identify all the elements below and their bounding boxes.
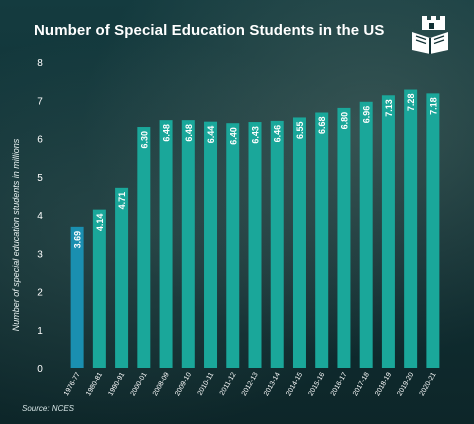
bar	[248, 122, 262, 369]
x-tick-label: 2018-19	[374, 371, 393, 397]
data-label: 6.30	[139, 131, 149, 149]
y-tick-label: 2	[37, 288, 43, 299]
chart-title: Number of Special Education Students in …	[34, 22, 385, 39]
y-tick-label: 0	[37, 364, 43, 375]
x-tick-label: 2011-12	[219, 371, 238, 396]
bar	[92, 209, 106, 368]
x-tick-label: 2017-18	[352, 371, 371, 397]
x-tick-label: 2009-10	[174, 371, 193, 397]
book-castle-logo-icon	[412, 16, 448, 54]
y-tick-label: 7	[37, 96, 43, 107]
data-label: 4.71	[117, 192, 127, 210]
data-label: 7.18	[428, 97, 438, 115]
data-label: 6.80	[339, 112, 349, 130]
data-label: 3.69	[73, 231, 83, 249]
y-tick-label: 8	[37, 58, 43, 69]
bar	[404, 89, 418, 368]
bar	[115, 187, 129, 368]
data-label: 6.68	[317, 116, 327, 134]
bar	[226, 123, 240, 368]
bar	[426, 93, 440, 369]
source-note: Source: NCES	[22, 404, 75, 413]
x-tick-label: 2008-09	[152, 371, 171, 397]
bar	[204, 121, 218, 368]
data-label: 7.13	[384, 99, 394, 117]
x-tick-label: 2014-15	[285, 371, 304, 397]
x-tick-label: 2016-17	[330, 371, 349, 397]
data-label: 6.48	[162, 124, 172, 142]
x-tick-label: 2019-20	[396, 371, 415, 397]
bar	[70, 226, 84, 368]
data-label: 4.14	[95, 214, 105, 232]
data-label: 6.96	[362, 106, 372, 124]
y-tick-label: 5	[37, 173, 43, 184]
x-tick-label: 1976-77	[63, 371, 82, 397]
data-label: 6.44	[206, 126, 216, 144]
bar	[337, 107, 351, 369]
bar	[270, 120, 284, 368]
bar	[381, 95, 395, 368]
x-tick-label: 2015-16	[308, 371, 327, 397]
bar	[315, 112, 329, 369]
x-tick-label: 1990-91	[107, 371, 126, 397]
x-tick-label: 2012-13	[241, 371, 260, 397]
data-label: 6.55	[295, 121, 305, 139]
y-axis-label: Number of special education students in …	[11, 138, 21, 331]
bar	[159, 120, 173, 368]
x-tick-label: 2013-14	[263, 371, 282, 397]
data-label: 7.28	[406, 94, 416, 112]
bar	[292, 117, 306, 369]
data-label: 6.43	[251, 126, 261, 144]
x-tick-label: 2010-11	[197, 371, 216, 396]
y-tick-label: 1	[37, 326, 43, 337]
x-tick-label: 2000-01	[130, 371, 149, 397]
data-label: 6.40	[228, 127, 238, 145]
y-tick-label: 3	[37, 249, 43, 260]
bar	[137, 127, 151, 369]
y-tick-label: 4	[37, 211, 43, 222]
bar	[181, 120, 195, 368]
data-label: 6.46	[273, 125, 283, 143]
y-tick-label: 6	[37, 135, 43, 146]
data-label: 6.48	[184, 124, 194, 142]
x-tick-label: 2020-21	[419, 371, 438, 397]
x-tick-label: 1980-81	[85, 371, 104, 397]
bar	[359, 101, 373, 368]
